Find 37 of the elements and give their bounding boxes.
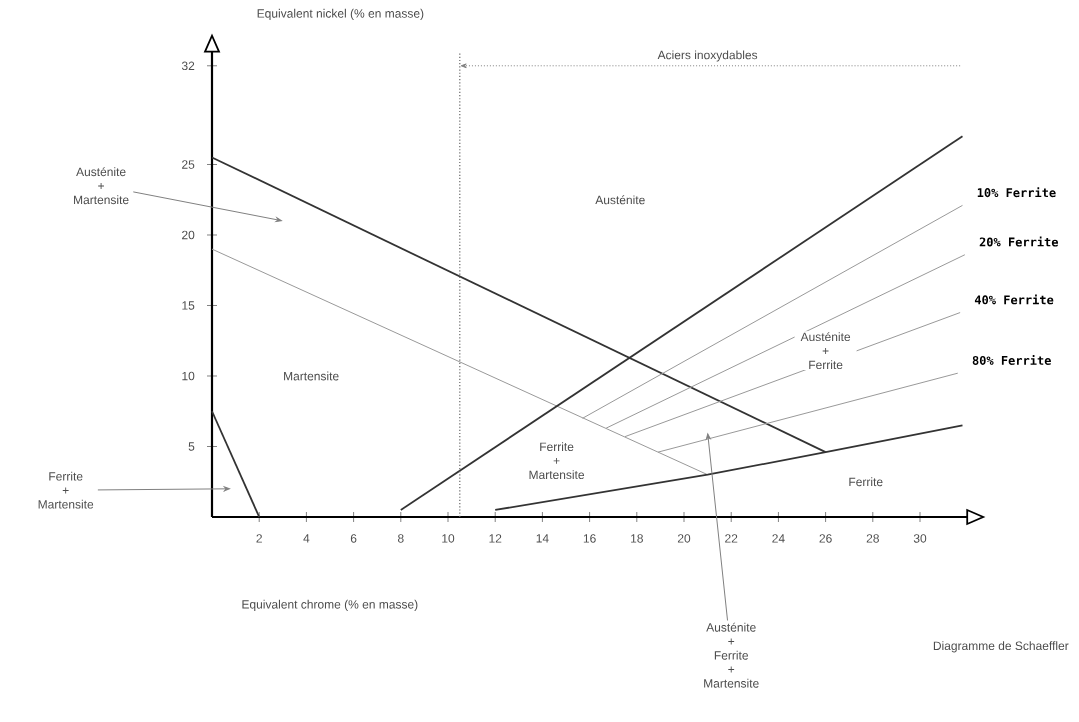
x-tick-label: 28 [866,534,879,543]
x-tick-label: 18 [631,534,643,543]
x-tick-label: 30 [913,534,927,543]
x-axis-title: Equivalent chrome (% en masse) [242,599,418,611]
annotation: Ferrite + Martensite [529,442,585,480]
series-label: 80% Ferrite [972,355,1051,365]
text: Austénite + Ferrite + Martensite [704,622,759,688]
y-tick-label: 5 [188,442,195,451]
text: Ferrite + Martensite [38,471,94,509]
x-tick-label: 8 [397,534,404,543]
text: Austénite + Martensite [74,167,129,205]
y-tick-label: 32 [181,61,195,71]
annotation: Martensite [284,371,339,381]
x-tick-label: 24 [772,534,785,543]
x-tick-label: 20 [677,534,691,543]
annotation: Austénite + Ferrite [800,332,851,370]
y-tick-label: 10 [182,371,195,381]
x-tick-label: 26 [819,534,832,543]
annotation: Ferrite [849,477,883,487]
series-label: 20% Ferrite [979,236,1059,247]
y-tick-label: 15 [182,301,195,310]
series-label: 10% Ferrite [977,187,1056,198]
x-tick-label: 12 [489,534,502,543]
x-tick-label: 16 [583,534,596,543]
x-tick-label: 14 [536,534,549,543]
x-tick-label: 4 [303,534,310,543]
x-tick-label: 2 [256,534,262,543]
y-axis-title: Equivalent nickel (% en masse) [257,8,424,21]
y-tick-label: 25 [182,160,195,169]
x-tick-label: 10 [442,534,455,543]
annotation: Austénite [595,195,645,205]
x-tick-label: 22 [725,534,738,543]
x-tick-label: 6 [350,534,357,543]
y-tick-label: 20 [182,230,195,240]
series-label: 40% Ferrite [974,294,1054,305]
text: Diagramme de Schaeffler [933,641,1069,653]
annotation: Aciers inoxydables [657,50,758,62]
